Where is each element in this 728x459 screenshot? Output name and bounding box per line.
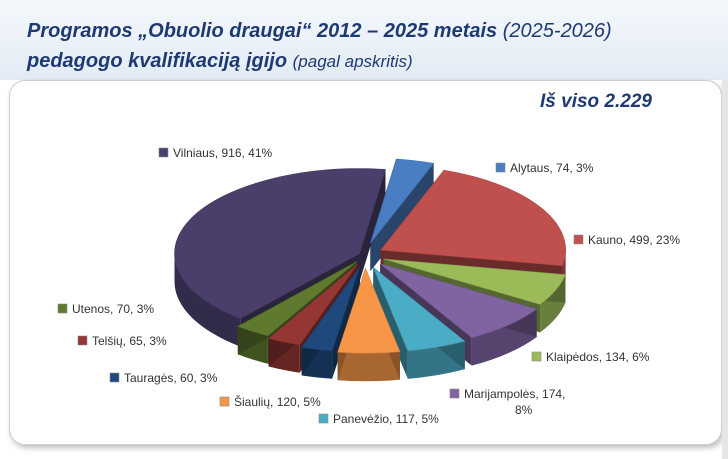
page-subtitle: pedagogo kvalifikaciją įgijo (pagal apsk… [27, 50, 413, 73]
data-label-7: Tauragės, 60, 3% [124, 371, 218, 385]
header-band [0, 0, 728, 80]
data-label-6: Šiaulių, 120, 5% [234, 394, 321, 409]
legend-key-tauragės [109, 372, 120, 383]
slice-tauragės [301, 266, 361, 352]
slice-marijampolės [380, 263, 538, 338]
legend-key-šiaulių [219, 396, 230, 407]
slice-side-šiaulių [337, 351, 400, 382]
data-label-3: Marijampolės, 174, [464, 387, 565, 401]
slice-utenos [237, 261, 358, 337]
legend-key-utenos [57, 303, 68, 314]
page-title: Programos „Obuolio draugai“ 2012 – 2025 … [27, 20, 612, 43]
data-label-5: Panevėžio, 117, 5% [333, 412, 439, 426]
data-label-0: Alytaus, 74, 3% [510, 161, 594, 175]
legend-key-alytaus [495, 162, 506, 173]
legend-key-kauno [573, 234, 584, 245]
total-label: Iš viso 2.229 [540, 91, 652, 112]
legend-key-klaipėdos [531, 351, 542, 362]
slice-klaipėdos [383, 258, 566, 305]
legend-key-marijampolės [449, 388, 460, 399]
chart-area [9, 80, 722, 445]
slice-panevėžio [373, 267, 466, 352]
slice-alytaus [370, 158, 435, 244]
subtitle-bold: pedagogo kvalifikaciją įgijo [27, 50, 288, 72]
data-label-4: 8% [515, 403, 533, 417]
legend-key-panevėžio [318, 413, 329, 424]
slice-kauno [380, 169, 566, 267]
legend-key-vilniaus [158, 147, 169, 158]
window-edge [722, 80, 728, 459]
title-years: (2025-2026) [502, 20, 612, 42]
slice-wall-vilniaus [359, 169, 386, 282]
legend-key-telšių [77, 335, 88, 346]
data-label-1: Kauno, 499, 23% [588, 233, 680, 247]
slice-vilniaus [174, 168, 386, 319]
pie-tops [174, 158, 566, 354]
data-label-8: Telšių, 65, 3% [92, 334, 167, 348]
title-bold: Programos „Obuolio draugai“ 2012 – 2025 … [27, 20, 498, 42]
subtitle-note: (pagal apskritis) [292, 52, 413, 71]
slice-šiaulių [337, 267, 401, 354]
data-label-10: Vilniaus, 916, 41% [173, 146, 273, 160]
data-label-2: Klaipėdos, 134, 6% [546, 350, 650, 364]
slice-side-vilniaus [174, 253, 241, 347]
data-label-9: Utenos, 70, 3% [72, 302, 154, 316]
slice-telšių [267, 263, 359, 346]
